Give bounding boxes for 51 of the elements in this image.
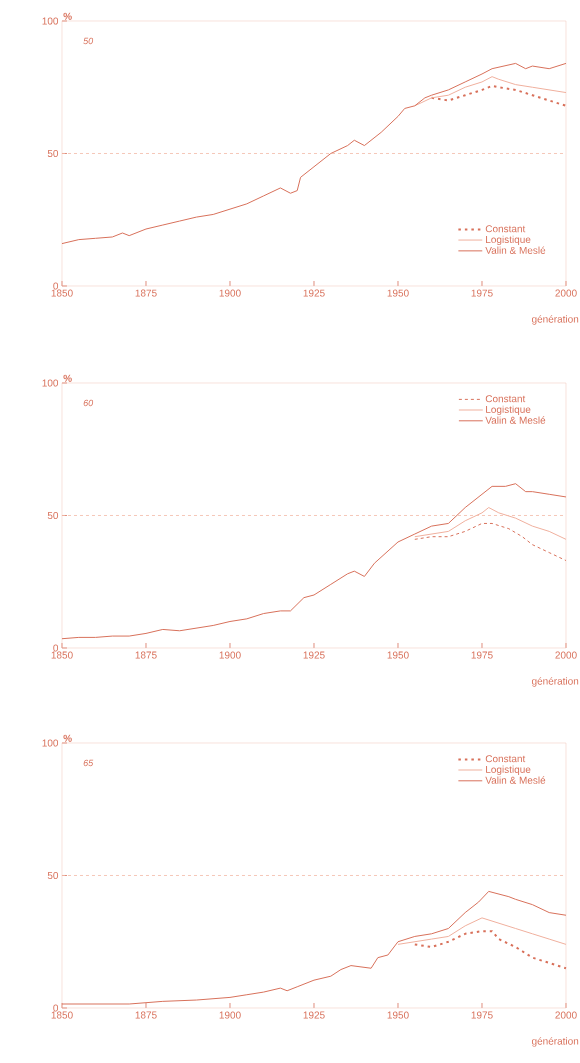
legend-label: Logistique	[486, 235, 531, 245]
x-tick-label: 1925	[303, 651, 325, 659]
x-tick-label: 1875	[135, 1011, 157, 1019]
y-tick-label: 0	[53, 644, 59, 652]
x-tick-label: 1850	[51, 651, 73, 659]
x-tick-label: 1850	[51, 289, 73, 297]
x-tick-label: 2000	[555, 651, 577, 659]
y-tick-label: 100	[42, 17, 59, 25]
x-tick-label: 2000	[555, 289, 577, 297]
legend-label: Logistique	[486, 405, 531, 415]
x-tick-label: 1900	[219, 1011, 241, 1019]
x-tick-label: 1975	[471, 1011, 493, 1019]
y-axis-title: %	[63, 374, 72, 382]
y-tick-label: 100	[42, 379, 59, 387]
text: 50	[83, 37, 94, 45]
x-axis-title: génération	[531, 677, 579, 687]
x-tick-label: 1925	[303, 1011, 325, 1019]
x-axis-title: génération	[531, 315, 579, 325]
x-tick-label: 1900	[219, 289, 241, 297]
x-tick-label: 2000	[555, 1011, 577, 1019]
line-series	[414, 522, 567, 562]
y-tick-label: 50	[47, 149, 59, 158]
legend-label: Valin & Meslé	[485, 246, 546, 254]
x-tick-label: 1875	[135, 289, 157, 297]
y-tick-label: 50	[47, 871, 59, 880]
legend-label: Logistique	[486, 765, 531, 775]
y-tick-label: 50	[47, 511, 59, 520]
text: 60	[83, 399, 94, 407]
text: 65	[83, 759, 94, 767]
x-tick-label: 1975	[471, 651, 493, 659]
x-tick-label: 1975	[471, 289, 493, 297]
x-tick-label: 1950	[387, 1011, 409, 1019]
legend-label: Constant	[485, 755, 526, 763]
y-axis-title: %	[63, 12, 72, 20]
x-tick-label: 1875	[135, 651, 157, 659]
y-axis-title: %	[63, 734, 72, 742]
x-tick-label: 1850	[51, 1011, 73, 1019]
line-series	[413, 930, 567, 970]
line-series	[61, 62, 567, 245]
legend-label: Constant	[485, 225, 526, 233]
legend-label: Valin & Meslé	[485, 416, 546, 424]
x-tick-label: 1900	[219, 651, 241, 659]
y-tick-label: 0	[53, 1004, 59, 1012]
legend-label: Constant	[485, 395, 526, 403]
x-axis-title: génération	[531, 1037, 579, 1047]
x-tick-label: 1925	[303, 289, 325, 297]
y-tick-label: 0	[53, 282, 59, 290]
x-tick-label: 1950	[387, 289, 409, 297]
legend-label: Valin & Meslé	[485, 776, 546, 784]
x-tick-label: 1950	[387, 651, 409, 659]
y-tick-label: 100	[42, 739, 59, 747]
